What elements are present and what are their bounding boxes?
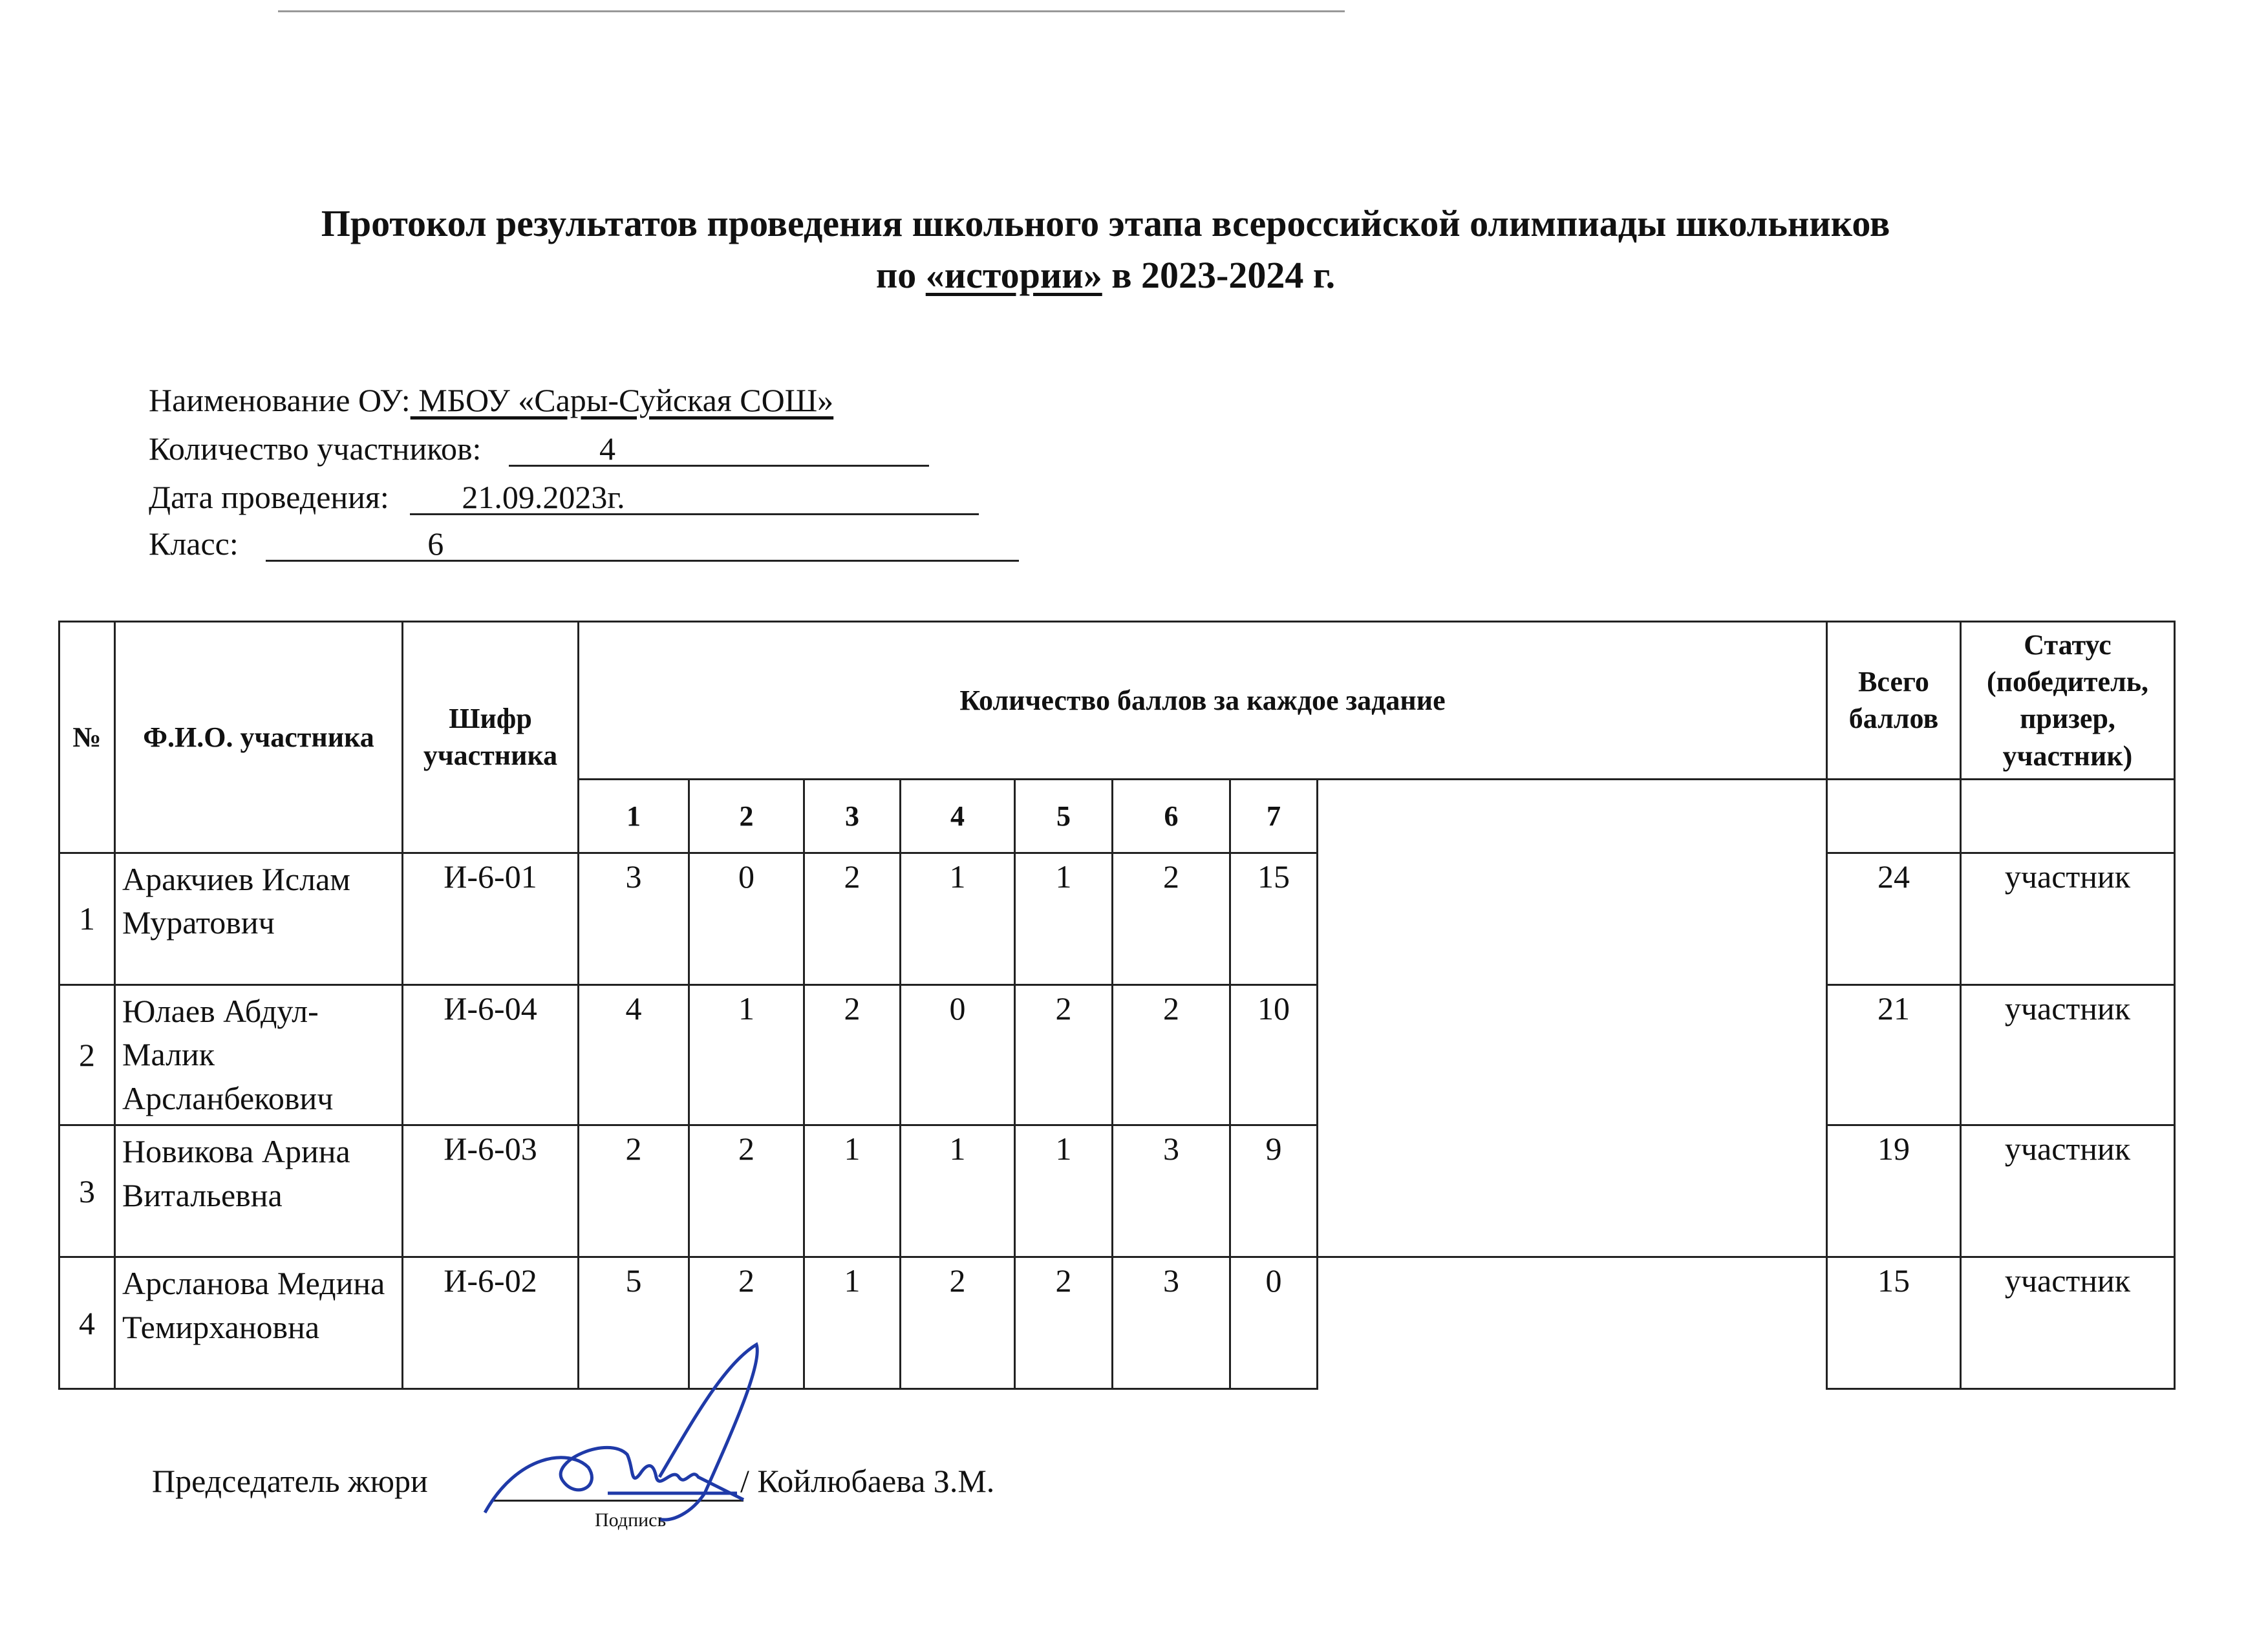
- subject: «истории»: [925, 254, 1102, 296]
- task-score: 2: [688, 1256, 805, 1390]
- task-score: 15: [1229, 851, 1318, 986]
- count-value: 4: [599, 431, 615, 467]
- task-score: 1: [899, 851, 1016, 986]
- task-score: 2: [1014, 1256, 1113, 1390]
- table-row: 2 Юлаев Абдул-Малик Арсланбекович И-6-04 4 1…: [58, 983, 2176, 1127]
- task-score: 1: [1014, 851, 1113, 986]
- empty-cell: [1316, 1256, 1828, 1389]
- chair-label: Председатель жюри: [152, 1463, 428, 1499]
- task-header: 6: [1111, 778, 1231, 854]
- row-number: 3: [58, 1124, 116, 1259]
- task-score: 9: [1229, 1124, 1318, 1259]
- task-score: 2: [577, 1124, 690, 1259]
- task-score: 1: [803, 1124, 901, 1259]
- task-header: 5: [1014, 778, 1113, 854]
- school-value: МБОУ «Сары-Суйская СОШ»: [410, 382, 834, 418]
- participant-status: участник: [1960, 1256, 2176, 1390]
- header-num: №: [58, 621, 116, 854]
- empty-cell: [1316, 779, 1828, 853]
- signature-line: [491, 1500, 744, 1502]
- task-score: 3: [1111, 1124, 1231, 1259]
- signature-caption: Подпись: [595, 1509, 667, 1531]
- date-value: 21.09.2023г.: [462, 479, 625, 515]
- total-score: 24: [1826, 851, 1962, 986]
- row-number: 2: [58, 983, 116, 1127]
- participant-status: участник: [1960, 851, 2176, 986]
- task-score: 5: [577, 1256, 690, 1390]
- task-score: 1: [899, 1124, 1016, 1259]
- task-score: 4: [577, 983, 690, 1127]
- participant-name: Новикова Арина Витальевна: [114, 1124, 403, 1259]
- task-score: 3: [1111, 1256, 1231, 1390]
- task-score: 2: [899, 1256, 1016, 1390]
- participant-status: участник: [1960, 983, 2176, 1127]
- signature-image: [483, 1342, 759, 1522]
- task-score: 2: [1014, 983, 1113, 1127]
- class-line: Класс: 6: [149, 525, 1020, 562]
- participant-code: И-6-01: [401, 851, 579, 986]
- task-score: 2: [1111, 851, 1231, 986]
- task-score: 0: [688, 851, 805, 986]
- empty-cell: [1960, 778, 2176, 854]
- task-header: 2: [688, 778, 805, 854]
- table-row: 1 Аракчиев Ислам Муратович И-6-01 3 0 2 1 1 2 15 2…: [58, 851, 2176, 986]
- class-value: 6: [427, 526, 444, 562]
- task-score: 2: [803, 851, 901, 986]
- empty-cell: [1316, 853, 1828, 985]
- participant-name: Арсланова Медина Темирхановна: [114, 1256, 403, 1390]
- task-score: 10: [1229, 983, 1318, 1127]
- header-name: Ф.И.О. участника: [114, 621, 403, 854]
- total-score: 19: [1826, 1124, 1962, 1259]
- document-subtitle: по «истории» в 2023-2024 г.: [0, 253, 2211, 297]
- task-score: 1: [1014, 1124, 1113, 1259]
- date-line: Дата проведения: 21.09.2023г.: [149, 478, 979, 516]
- header-scores: Количество баллов за каждое задание: [577, 621, 1828, 780]
- header-status: Статус (победитель, призер, участник): [1960, 621, 2176, 780]
- task-score: 1: [803, 1256, 901, 1390]
- row-number: 4: [58, 1256, 116, 1390]
- participant-code: И-6-02: [401, 1256, 579, 1390]
- task-score: 1: [688, 983, 805, 1127]
- row-number: 1: [58, 851, 116, 986]
- participant-status: участник: [1960, 1124, 2176, 1259]
- empty-cell: [1826, 778, 1962, 854]
- task-header: 3: [803, 778, 901, 854]
- header-total: Всего баллов: [1826, 621, 1962, 780]
- chair-name: / Койлюбаева З.М.: [740, 1463, 995, 1499]
- school-label: Наименование ОУ:: [149, 382, 411, 418]
- header-code: Шифр участника: [401, 621, 579, 854]
- task-score: 2: [688, 1124, 805, 1259]
- school-line: Наименование ОУ: МБОУ «Сары-Суйская СОШ»: [149, 381, 833, 419]
- task-score: 0: [899, 983, 1016, 1127]
- date-label: Дата проведения:: [149, 479, 389, 515]
- total-score: 21: [1826, 983, 1962, 1127]
- task-score: 0: [1229, 1256, 1318, 1390]
- subtitle-suffix: в 2023-2024 г.: [1102, 254, 1336, 296]
- results-table: № Ф.И.О. участника Шифр участника Количе…: [58, 621, 2176, 1390]
- task-score: 2: [803, 983, 901, 1127]
- task-score: 3: [577, 851, 690, 986]
- count-label: Количество участников:: [149, 431, 482, 467]
- task-score: 2: [1111, 983, 1231, 1127]
- document-title: Протокол результатов проведения школьног…: [321, 202, 1890, 244]
- total-score: 15: [1826, 1256, 1962, 1390]
- participant-code: И-6-04: [401, 983, 579, 1127]
- count-line: Количество участников: 4: [149, 430, 929, 467]
- scan-edge-line: [278, 10, 1345, 12]
- task-header: 4: [899, 778, 1016, 854]
- class-label: Класс:: [149, 526, 239, 562]
- empty-cell: [1316, 1125, 1828, 1257]
- table-row: 3 Новикова Арина Витальевна И-6-03 2 2 1 1 1 3 9 1…: [58, 1124, 2176, 1259]
- participant-name: Аракчиев Ислам Муратович: [114, 851, 403, 986]
- table-row: 4 Арсланова Медина Темирхановна И-6-02 5 2 1 2…: [58, 1256, 2176, 1390]
- task-header: 1: [577, 778, 690, 854]
- subtitle-prefix: по: [875, 254, 926, 296]
- participant-code: И-6-03: [401, 1124, 579, 1259]
- task-header: 7: [1229, 778, 1318, 854]
- participant-name: Юлаев Абдул-Малик Арсланбекович: [114, 983, 403, 1127]
- empty-cell: [1316, 984, 1828, 1125]
